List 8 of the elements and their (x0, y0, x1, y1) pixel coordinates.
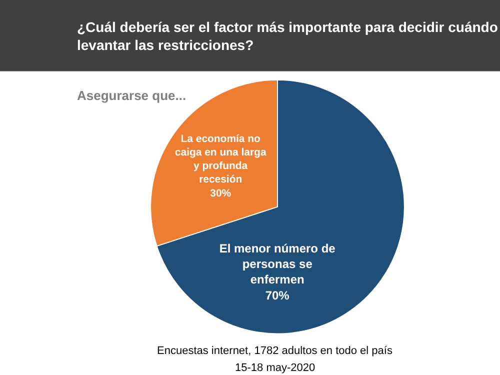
data-label: 30% (210, 188, 232, 200)
text: Asegurarse que... (77, 88, 186, 103)
chart-title: ¿Cuál debería ser el factor más importante para decidir cuándo levantar las restricciones? (77, 19, 498, 54)
data-label: 70% (265, 288, 290, 302)
slice-label: El menor número de personas se enfermen (219, 242, 336, 287)
text: Encuestas internet, 1782 adultos en todo el país (157, 345, 393, 357)
slice-label: La economía no caiga en una larga y profunda recesión (174, 134, 266, 186)
text: 15-18 may-2020 (235, 362, 316, 374)
